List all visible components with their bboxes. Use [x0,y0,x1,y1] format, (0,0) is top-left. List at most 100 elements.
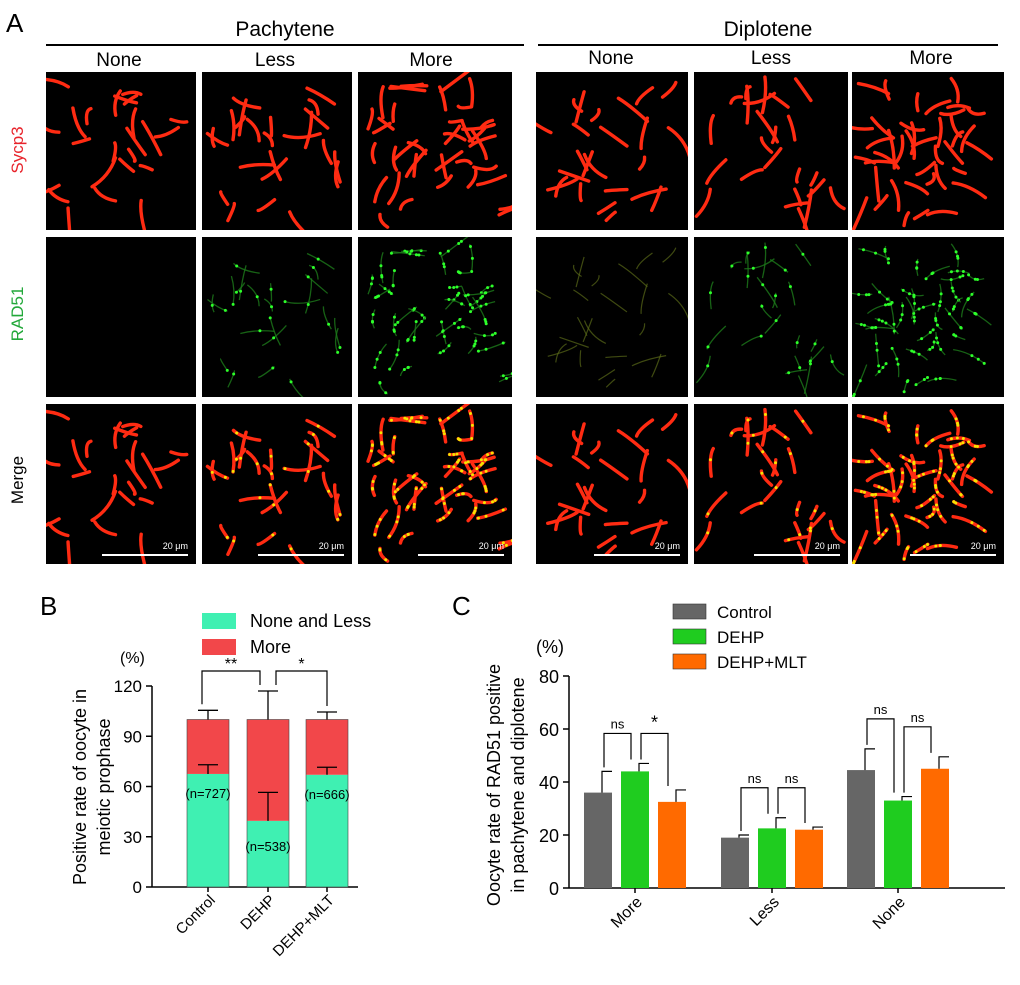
chart-b-significance: ** * [201,656,328,706]
error-bar [675,789,686,802]
error-bar [738,834,749,838]
bar-count-label: (n=727) [185,786,230,801]
chart-c-significance: ns * ns ns ns ns [603,702,932,831]
scale-bar [258,554,344,556]
x-tick-label: Less [747,894,783,930]
stage-underline-diplotene [538,44,998,46]
chart-c-bars [584,748,949,888]
column-label-diplotene-none: None [588,48,634,69]
micrograph-diplotene-more-rad51 [852,237,1004,397]
chart-b-yunit: (%) [120,650,145,667]
legend-swatch [672,603,707,620]
error-bar [864,748,875,771]
column-label-diplotene-less: Less [750,48,792,69]
stage-label-pachytene: Pachytene [235,18,335,41]
legend-swatch [672,653,707,670]
significance-bracket [603,732,632,768]
row-label-rad51: RAD51 [8,286,27,342]
error-bar [317,766,337,775]
error-bar [198,709,218,720]
error-bar [938,756,949,769]
scale-bar [754,554,840,556]
bar-dehp [621,771,649,888]
y-tick-label: 120 [114,677,142,696]
bar-control [721,837,749,888]
row-label-sycp3: Sycp3 [8,126,27,174]
legend-swatch [202,613,236,629]
significance-label: ns [874,702,888,717]
significance-label: ns [611,716,625,731]
chart-b-ylabel-text: Positive rate of oocyte in meiotic propha… [70,689,114,885]
scale-bar [102,554,188,556]
legend-label: DEHP+MLT [717,653,807,672]
error-bar [258,690,278,720]
column-label-pachytene-more: More [409,50,453,71]
column-label-pachytene-less: Less [254,50,296,71]
significance-bracket [866,718,895,793]
scale-bar-label: 20 μm [654,541,680,551]
stage-label-diplotene: Diplotene [723,18,813,41]
error-bar [317,711,337,720]
chart-c-ylabel-text: Oocyte rate of RAD51 positive in pachyten… [484,664,528,906]
scale-bar [418,554,504,556]
micrograph-diplotene-none-merge: 20 μm [536,404,688,564]
chart-b: B None and Less More (%) Positive rate of… [40,591,371,960]
legend-item-more: More [202,637,291,657]
y-tick-label: 90 [123,727,142,746]
micrograph-pachytene-none-merge: 20 μm [46,404,196,564]
legend-swatch [202,639,236,655]
significance-bracket [777,787,806,824]
chart-c-yunit: (%) [536,637,564,657]
legend-item-dehp: DEHP [672,628,764,647]
significance-bracket [201,670,261,705]
error-bar [775,817,786,829]
bar-more [306,719,348,775]
scale-bar-label: 20 μm [318,541,344,551]
significance-label: ns [785,771,799,786]
significance-bracket [275,670,328,706]
row-label-merge: Merge [8,455,27,505]
error-bar [258,791,278,821]
error-bar [901,795,912,801]
scale-bar [594,554,680,556]
significance-label: * [651,712,658,732]
chart-b-legend: None and Less More [202,611,371,657]
panel-a-letter: A [6,8,24,38]
x-tick-label: None [870,894,909,933]
y-tick-label: 0 [549,879,559,899]
error-bar [601,770,612,793]
chart-b-bars: (n=727) (n=538) (n=666) [185,690,350,888]
legend-swatch [672,628,707,645]
micrograph-pachytene-more-sycp3 [358,72,512,230]
micrograph-diplotene-less-sycp3 [694,72,848,230]
significance-label: * [298,656,304,673]
y-tick-label: 40 [539,773,559,793]
chart-c: C Control DEHP DEHP+MLT (%) Oocyte rate of… [452,591,1005,933]
legend-label: More [250,637,291,657]
error-bar [198,764,218,774]
panel-b-letter: B [40,591,57,621]
scale-bar-label: 20 μm [478,541,504,551]
micrograph-pachytene-none-rad51 [46,237,196,397]
micrograph-diplotene-more-sycp3 [852,72,1004,230]
bar-count-label: (n=666) [304,787,349,802]
x-tick-label: DEHP+MLT [270,892,338,960]
scale-bar-label: 20 μm [162,541,188,551]
legend-label: Control [717,603,772,622]
x-tick-label: More [608,894,646,932]
legend-label: DEHP [717,628,764,647]
error-bar [638,762,649,772]
bar-dehp-mlt [658,801,686,888]
y-tick-label: 0 [133,878,142,897]
y-tick-label: 80 [539,667,559,687]
micrograph-pachytene-less-merge: 20 μm [202,404,352,564]
micrograph-diplotene-less-merge: 20 μm [694,404,848,564]
micrograph-pachytene-more-merge: 20 μm [358,404,512,564]
column-label-diplotene-more: More [909,48,953,69]
scale-bar [910,554,996,556]
legend-item-dehp-mlt: DEHP+MLT [672,653,807,672]
bar-control [847,770,875,888]
micrograph-diplotene-more-merge: 20 μm [852,404,1004,564]
bar-none-and-less [247,820,289,887]
micrograph-diplotene-none-rad51 [536,237,688,397]
